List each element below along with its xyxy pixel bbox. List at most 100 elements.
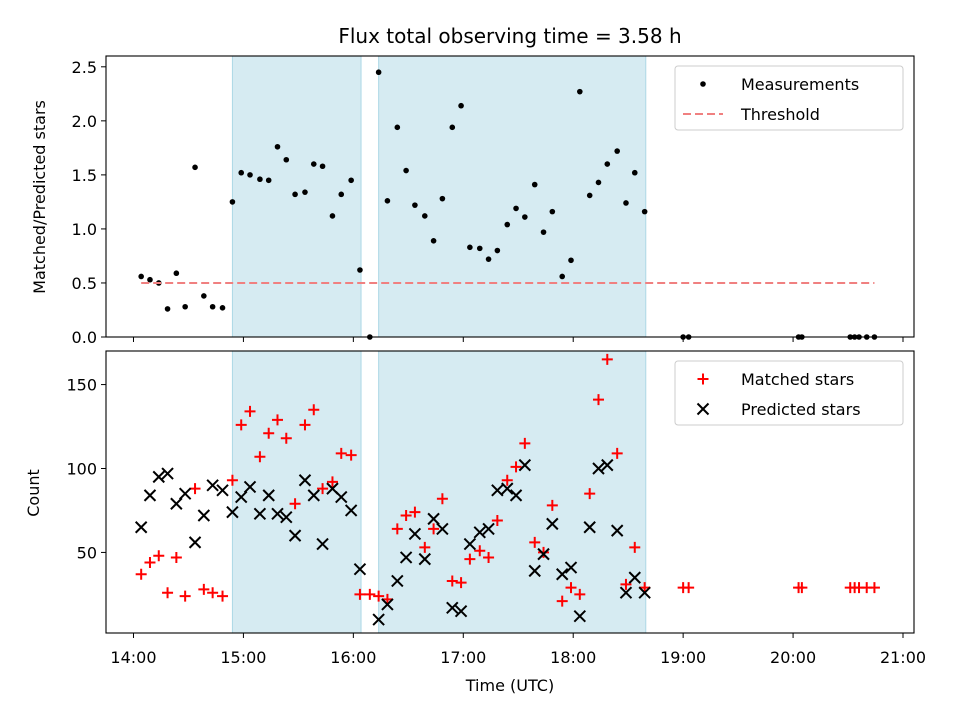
bottom-matched-stars-point	[153, 550, 165, 562]
bottom-axes-frame	[105, 350, 915, 634]
top-measurements-point	[247, 172, 253, 178]
top-measurements-point	[458, 102, 464, 109]
bottom-legend: Matched stars Predicted stars	[674, 360, 904, 426]
top-measurements-point	[310, 161, 317, 167]
bottom-matched-stars-point	[179, 590, 191, 602]
bottom-predicted-stars-point	[491, 484, 504, 497]
bottom-matched-stars-point	[409, 506, 421, 518]
bottom-matched-stars-point	[683, 582, 695, 594]
bottom-matched-stars-point	[474, 545, 486, 557]
top-legend: Measurements Threshold	[674, 65, 904, 131]
top-measurements-point	[182, 303, 188, 310]
bottom-matched-stars-point	[510, 461, 522, 473]
top-measurements-point	[531, 181, 538, 188]
bottom-predicted-stars-point	[454, 604, 468, 618]
top-measurements-point	[540, 229, 547, 235]
top-measurements-point	[595, 179, 602, 186]
top-measurements-point	[403, 167, 409, 174]
top-measurements-point	[292, 191, 298, 198]
bottom-matched-stars-point	[446, 575, 458, 587]
bottom-matched-stars-point	[263, 427, 275, 439]
bottom-predicted-stars-point	[601, 458, 614, 472]
top-measurements-point	[422, 213, 428, 219]
x-tick-label: 17:00	[440, 648, 486, 667]
top-measurements-point	[641, 208, 648, 215]
bottom-predicted-stars-point	[592, 462, 605, 475]
top-measurements-point	[192, 164, 198, 171]
top-y-axis-label: Matched/Predicted stars	[30, 100, 49, 294]
bottom-legend-label-matched-stars: Matched stars	[741, 370, 854, 389]
bottom-matched-stars-point	[556, 595, 568, 607]
bottom-matched-stars-point	[436, 493, 448, 505]
bottom-predicted-stars-point	[381, 598, 394, 611]
top-measurements-point	[568, 257, 574, 264]
bottom-predicted-stars-point	[501, 482, 514, 495]
bottom-matched-stars-point	[391, 523, 403, 535]
bottom-matched-stars-point	[601, 353, 613, 365]
top-panel-ratio: 0.0 0.5 1.0 1.5 2.0 2.5 Measurements Threshold	[72, 55, 915, 347]
top-measurements-point	[229, 199, 236, 205]
top-measurements-point	[319, 163, 326, 170]
top-measurements-point	[412, 202, 418, 208]
bottom-matched-stars-point	[428, 523, 440, 535]
top-legend-marker-measurements	[700, 81, 706, 87]
bottom-predicted-stars-point	[537, 547, 550, 561]
bottom-predicted-stars-point	[188, 536, 202, 549]
bottom-predicted-stars-point	[399, 551, 413, 564]
top-measurements-point	[138, 273, 144, 280]
x-tick-label: 14:00	[110, 648, 156, 667]
bottom-legend-label-predicted-stars: Predicted stars	[741, 400, 861, 419]
bottom-predicted-stars-point	[528, 564, 541, 578]
bottom-matched-stars-point	[189, 483, 201, 495]
bottom-predicted-stars-point	[518, 458, 532, 472]
top-measurements-point	[164, 306, 171, 312]
bottom-predicted-stars-point	[473, 526, 486, 539]
x-tick-label: 16:00	[330, 648, 376, 667]
top-measurements-point	[522, 214, 528, 220]
top-measurements-point	[201, 293, 207, 299]
bottom-predicted-stars-point	[170, 497, 183, 510]
bottom-matched-stars-point	[162, 587, 174, 599]
bottom-predicted-stars-point	[509, 489, 523, 502]
bottom-y-tick-label: 50	[77, 543, 97, 562]
bottom-matched-stars-point	[565, 582, 577, 594]
bottom-predicted-stars-point	[564, 561, 578, 574]
bottom-predicted-stars-point	[197, 509, 211, 522]
top-shaded-interval-2	[378, 55, 647, 338]
bottom-predicted-stars-point	[262, 489, 275, 502]
top-measurements-point	[338, 191, 345, 198]
bottom-shaded-interval-1	[231, 350, 362, 634]
bottom-predicted-stars-point	[418, 552, 432, 566]
top-measurements-point	[348, 177, 354, 184]
top-axes-frame	[105, 55, 915, 338]
bottom-matched-stars-point	[135, 568, 147, 580]
top-y-tick-label: 1.0	[72, 220, 97, 239]
bottom-matched-stars-point	[244, 405, 256, 417]
bottom-predicted-stars-point	[178, 487, 192, 500]
bottom-matched-stars-point	[868, 582, 880, 594]
top-measurements-point	[274, 143, 281, 150]
top-measurements-point	[586, 192, 593, 199]
top-measurements-point	[604, 161, 611, 167]
bottom-matched-stars-point	[326, 476, 338, 488]
top-measurements-point	[439, 195, 446, 202]
top-legend-label-measurements: Measurements	[741, 75, 859, 94]
top-measurements-point	[265, 177, 272, 184]
bottom-matched-stars-point	[519, 437, 531, 449]
top-measurements-point	[631, 169, 638, 176]
bottom-matched-stars-point	[584, 488, 596, 500]
bottom-predicted-stars-point	[288, 529, 302, 542]
bottom-matched-stars-point	[419, 541, 431, 553]
bottom-predicted-stars-point	[316, 537, 329, 551]
bottom-matched-stars-point	[373, 590, 385, 602]
top-measurements-point	[476, 245, 483, 252]
bottom-predicted-stars-point	[619, 586, 633, 599]
bottom-predicted-stars-point	[463, 537, 477, 551]
bottom-predicted-stars-point	[372, 613, 385, 626]
bottom-matched-stars-point	[483, 551, 495, 563]
bottom-predicted-stars-point	[243, 480, 257, 494]
top-measurements-point	[559, 273, 566, 280]
bottom-predicted-stars-point	[638, 586, 651, 599]
bottom-matched-stars-point	[289, 498, 301, 510]
